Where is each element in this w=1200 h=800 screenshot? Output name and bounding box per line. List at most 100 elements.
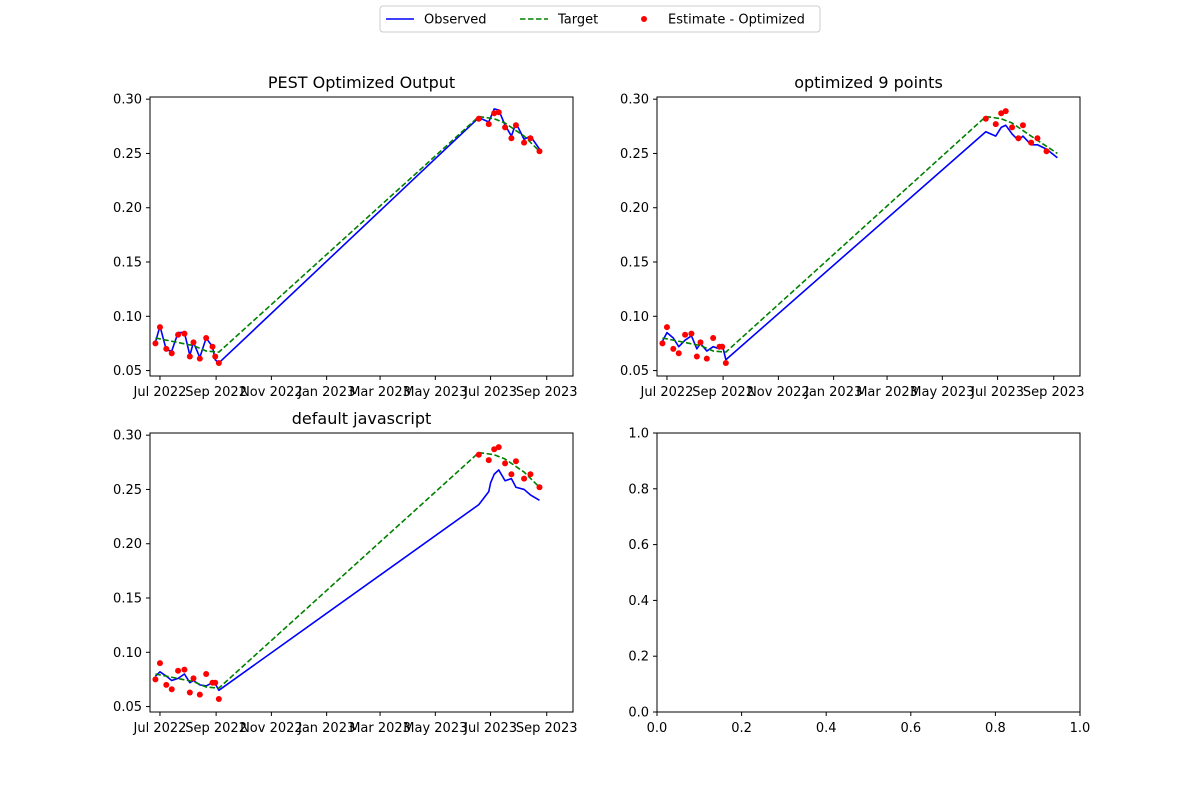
x-tick-label: Jul 2022 xyxy=(133,385,187,400)
x-tick-label: Sep 2022 xyxy=(692,385,754,400)
x-tick-label: Sep 2023 xyxy=(1023,385,1085,400)
point-estimate xyxy=(675,350,682,357)
x-tick-label: Mar 2023 xyxy=(856,385,918,400)
y-tick-label: 0.30 xyxy=(113,429,142,444)
point-estimate xyxy=(682,331,689,338)
y-tick-label: 0.4 xyxy=(628,594,649,609)
point-estimate xyxy=(156,324,163,331)
x-tick-label: Jul 2023 xyxy=(463,385,517,400)
point-estimate xyxy=(670,345,677,352)
y-tick-label: 0.25 xyxy=(620,147,649,162)
chart-title: optimized 9 points xyxy=(794,73,943,92)
point-estimate xyxy=(495,109,502,116)
y-tick-label: 0.25 xyxy=(113,147,142,162)
point-estimate xyxy=(710,335,717,341)
point-estimate xyxy=(527,471,534,478)
x-tick-label: Jan 2023 xyxy=(297,385,355,400)
point-estimate xyxy=(521,139,528,146)
point-estimate xyxy=(521,475,528,482)
y-tick-label: 0.2 xyxy=(628,650,649,665)
x-tick-label: Nov 2022 xyxy=(240,721,303,736)
y-tick-label: 1.0 xyxy=(628,427,649,442)
chart-title: PEST Optimized Output xyxy=(268,73,455,92)
point-estimate xyxy=(502,124,509,131)
y-tick-label: 0.0 xyxy=(628,706,649,721)
x-tick-label: May 2023 xyxy=(403,721,467,736)
chart-title: default javascript xyxy=(292,409,432,428)
point-estimate xyxy=(982,115,989,122)
legend-label-target: Target xyxy=(557,13,598,28)
y-tick-label: 0.05 xyxy=(113,364,142,379)
point-estimate xyxy=(1019,122,1026,129)
x-tick-label: Nov 2022 xyxy=(240,385,303,400)
point-estimate xyxy=(1009,124,1016,131)
y-tick-label: 0.30 xyxy=(113,93,142,108)
y-tick-label: 0.6 xyxy=(628,538,649,553)
legend-label-observed: Observed xyxy=(424,13,487,28)
x-tick-label: May 2023 xyxy=(403,385,467,400)
series-line-observed xyxy=(154,108,541,364)
y-tick-label: 0.25 xyxy=(113,483,142,498)
point-estimate xyxy=(508,135,515,142)
series-line-target xyxy=(155,115,541,353)
series-line-observed xyxy=(154,469,540,692)
point-estimate xyxy=(659,340,666,347)
point-estimate xyxy=(485,457,492,464)
x-tick-label: Nov 2022 xyxy=(747,385,810,400)
point-estimate xyxy=(512,458,519,465)
plot-area xyxy=(150,433,573,712)
point-estimate xyxy=(527,135,534,142)
point-estimate xyxy=(186,689,193,696)
y-tick-label: 0.15 xyxy=(113,592,142,607)
y-tick-label: 0.20 xyxy=(113,201,142,216)
x-tick-label: 0.8 xyxy=(985,721,1006,736)
legend-label-estimate: Estimate - Optimized xyxy=(668,13,805,28)
y-tick-label: 0.05 xyxy=(620,364,649,379)
x-tick-label: 1.0 xyxy=(1070,721,1091,736)
point-estimate xyxy=(693,353,700,360)
plot-area xyxy=(150,97,573,376)
point-estimate xyxy=(491,110,498,117)
point-estimate xyxy=(209,343,216,350)
point-estimate xyxy=(203,671,210,677)
point-estimate xyxy=(190,675,197,682)
y-tick-label: 0.20 xyxy=(113,537,142,552)
x-tick-label: Sep 2023 xyxy=(516,721,578,736)
y-tick-label: 0.05 xyxy=(113,700,142,715)
y-tick-label: 0.15 xyxy=(620,256,649,271)
point-estimate xyxy=(163,345,170,352)
point-estimate xyxy=(215,359,222,366)
x-tick-label: 0.4 xyxy=(816,721,837,736)
point-estimate xyxy=(196,355,203,362)
point-estimate xyxy=(502,460,509,467)
axes-empty: 0.0 0.2 0.4 0.6 0.8 1.0 0.0 0.2 0.4 0.6 0.8 1.0 xyxy=(628,427,1090,737)
y-tick-label: 0.20 xyxy=(620,201,649,216)
x-tick-label: 0.6 xyxy=(900,721,921,736)
plot-area xyxy=(657,97,1080,376)
x-tick-label: Sep 2023 xyxy=(516,385,578,400)
point-estimate xyxy=(190,339,197,346)
point-estimate xyxy=(1034,135,1041,142)
y-tick-label: 0.30 xyxy=(620,93,649,108)
point-estimate xyxy=(152,676,159,683)
point-estimate xyxy=(663,324,670,331)
x-tick-label: Jul 2022 xyxy=(133,721,187,736)
x-tick-label: 0.0 xyxy=(647,721,668,736)
x-tick-label: Jul 2022 xyxy=(640,385,694,400)
y-tick-label: 0.10 xyxy=(113,310,142,325)
y-tick-label: 0.8 xyxy=(628,482,649,497)
point-estimate xyxy=(181,666,188,673)
point-estimate xyxy=(175,331,182,338)
x-tick-label: Jan 2023 xyxy=(297,721,355,736)
x-tick-label: Jul 2023 xyxy=(970,385,1024,400)
x-tick-label: Jul 2023 xyxy=(463,721,517,736)
series-estimate-optimized xyxy=(659,108,1050,366)
y-tick-label: 0.15 xyxy=(113,256,142,271)
point-estimate xyxy=(495,444,502,451)
point-estimate xyxy=(156,660,163,667)
point-estimate xyxy=(175,667,182,674)
point-estimate xyxy=(697,339,704,346)
point-estimate xyxy=(998,110,1005,117)
series-estimate-optimized xyxy=(152,444,543,702)
